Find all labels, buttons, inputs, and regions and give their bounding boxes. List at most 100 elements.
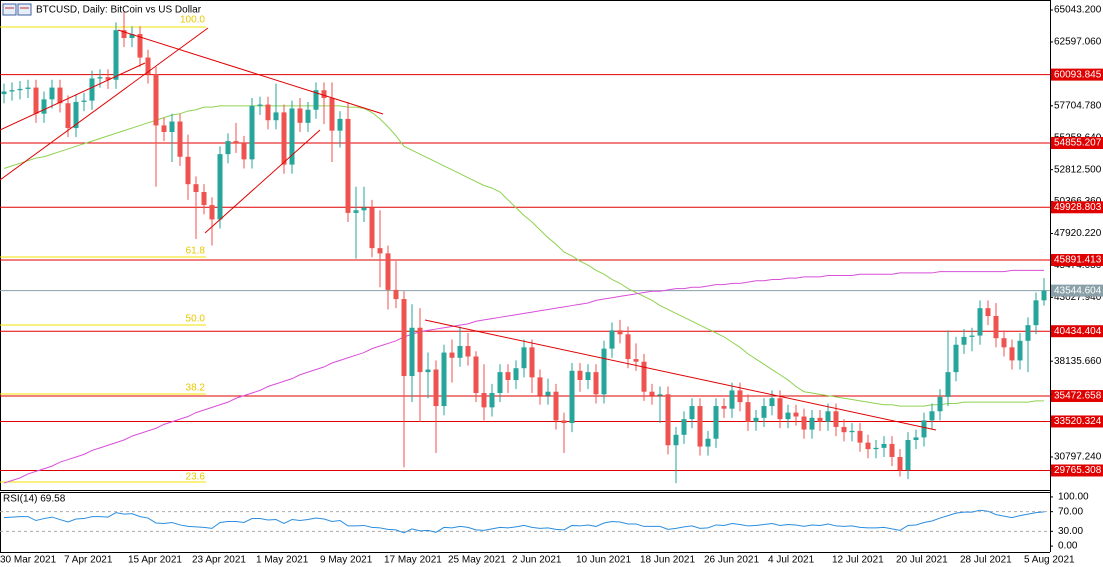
candle-body: [169, 121, 175, 132]
level-label: 33520.324: [1054, 416, 1102, 427]
candle-body: [33, 87, 39, 114]
level-label-bg: [1051, 68, 1103, 81]
y-tick-label: 30797.240: [1054, 452, 1102, 463]
candle-body: [657, 394, 663, 396]
candle-body: [329, 98, 335, 131]
candle-body: [841, 426, 847, 433]
candle-body: [217, 154, 223, 220]
candle-body: [481, 393, 487, 408]
candle-body: [929, 411, 935, 421]
candle-body: [449, 352, 455, 358]
candle-body: [985, 308, 991, 317]
x-tick-label: 17 May 2021: [384, 555, 442, 566]
candle-body: [697, 406, 703, 447]
candle-body: [433, 369, 439, 407]
candle-body: [817, 417, 823, 422]
level-label-bg: [1051, 253, 1103, 266]
candle-body: [617, 330, 623, 335]
candle-body: [345, 118, 351, 213]
candle-body: [161, 125, 167, 132]
candle-body: [785, 412, 791, 420]
level-label-bg: [1051, 464, 1103, 477]
candle-body: [473, 356, 479, 394]
candle-body: [505, 372, 511, 380]
candle-body: [553, 391, 559, 421]
candle-body: [297, 108, 303, 123]
candle-body: [649, 391, 655, 396]
x-tick-label: 20 Jul 2021: [896, 555, 948, 566]
candle-body: [65, 103, 71, 129]
candle-body: [753, 417, 759, 422]
candle-body: [809, 417, 815, 430]
symbol-icon: [2, 3, 32, 16]
candle-body: [457, 346, 463, 358]
trendline: [117, 29, 384, 115]
trendline: [0, 27, 209, 181]
candle-body: [225, 141, 231, 155]
candle-body: [633, 359, 639, 362]
candle-body: [1025, 325, 1031, 341]
candle-body: [673, 434, 679, 446]
candle-body: [1001, 338, 1007, 348]
candle-body: [201, 192, 207, 206]
candle-body: [89, 78, 95, 101]
icon-box: [2, 3, 17, 16]
x-tick-label: 9 May 2021: [320, 555, 373, 566]
candle-body: [177, 121, 183, 157]
candle-body: [833, 411, 839, 427]
fib-label: 61.8: [186, 246, 206, 257]
trendline: [204, 129, 321, 234]
candle-body: [9, 90, 15, 92]
candle-body: [601, 348, 607, 395]
x-tick-label: 30 Mar 2021: [0, 555, 57, 566]
x-tick-label: 7 Apr 2021: [64, 555, 113, 566]
candle-body: [825, 411, 831, 422]
trendline: [424, 319, 937, 431]
fib-label: 50.0: [186, 314, 206, 325]
candle-body: [273, 112, 279, 121]
candle-body: [705, 438, 711, 447]
candle-body: [265, 104, 271, 121]
candle-body: [761, 406, 767, 418]
candle-body: [681, 419, 687, 435]
candle-body: [105, 77, 111, 80]
x-tick-label: 5 Aug 2021: [1024, 555, 1075, 566]
fib-label: 100.0: [180, 15, 205, 26]
candle-body: [993, 316, 999, 339]
candle-body: [937, 396, 943, 412]
candle-body: [257, 104, 263, 106]
fib-label: 38.2: [186, 383, 206, 394]
candle-body: [377, 248, 383, 254]
candle-body: [873, 447, 879, 450]
candle-body: [641, 361, 647, 392]
x-tick-label: 2 Jun 2021: [512, 555, 562, 566]
y-tick-label: 0.00: [1058, 541, 1078, 552]
fib-label: 23.6: [186, 472, 206, 483]
candle-body: [545, 391, 551, 396]
level-label: 45891.413: [1054, 255, 1102, 266]
candle-body: [585, 372, 591, 380]
candle-body: [609, 330, 615, 349]
x-tick-label: 18 Jun 2021: [640, 555, 695, 566]
candle-body: [769, 398, 775, 407]
candle-body: [777, 398, 783, 420]
x-tick-label: 28 Jul 2021: [960, 555, 1012, 566]
candle-body: [713, 406, 719, 439]
candle-body: [57, 87, 63, 104]
candle-body: [97, 77, 103, 79]
level-label: 49928.803: [1054, 202, 1102, 213]
candle-body: [793, 412, 799, 417]
candle-body: [497, 372, 503, 394]
candle-body: [369, 207, 375, 249]
candle-body: [593, 372, 599, 395]
candle-body: [321, 90, 327, 99]
candle-body: [113, 30, 119, 80]
level-label-bg: [1051, 325, 1103, 338]
candle-body: [489, 393, 495, 408]
candle-body: [977, 308, 983, 336]
y-tick-label: 47920.220: [1054, 228, 1102, 239]
candle-body: [185, 156, 191, 185]
candle-body: [521, 347, 527, 369]
candle-body: [905, 440, 911, 471]
